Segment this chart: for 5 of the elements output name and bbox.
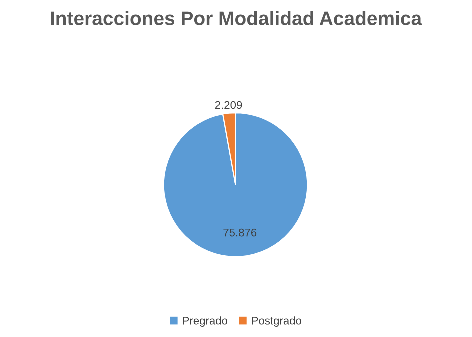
legend-label: Postgrado	[252, 316, 302, 327]
chart-title: Interacciones Por Modalidad Academica	[51, 11, 422, 26]
data-label: 75.876	[224, 228, 257, 237]
data-label: 2.209	[215, 101, 242, 110]
legend-label: Pregrado	[183, 316, 228, 327]
